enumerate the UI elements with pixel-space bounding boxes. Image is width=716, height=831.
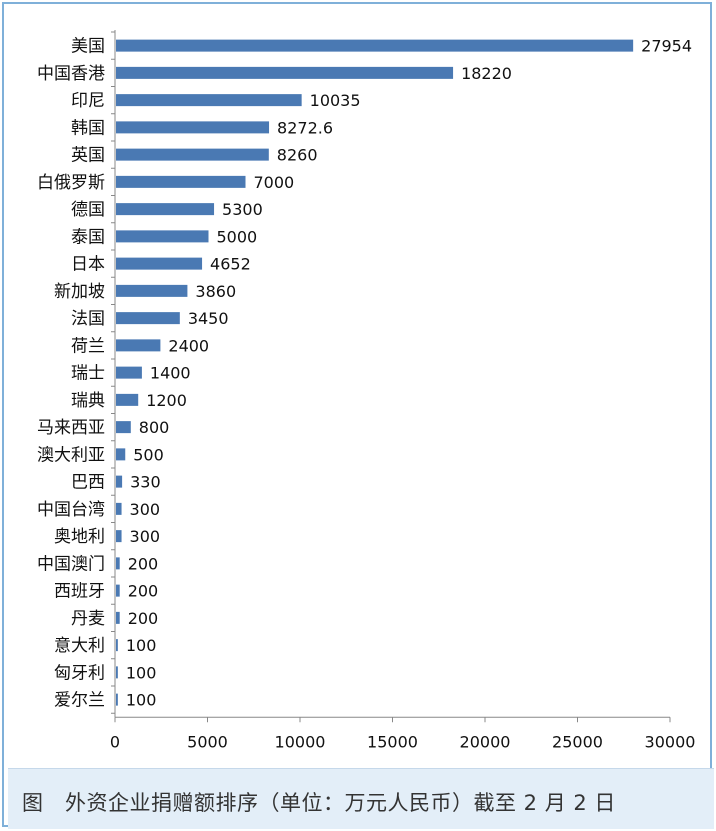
value-label: 8272.6 [277,118,333,137]
value-label: 100 [126,636,157,655]
value-labels: 27954 18220 10035 8272.6 8260 7000 5300 5000 465… [126,37,692,710]
bar [116,530,122,543]
value-label: 100 [126,663,157,682]
bar [116,230,209,243]
category-label: 马来西亚 [37,418,105,438]
value-label: 1400 [150,364,191,383]
value-label: 100 [126,691,157,710]
category-label: 爱尔兰 [54,691,105,711]
value-label: 200 [128,554,159,573]
value-label: 5000 [217,227,258,246]
category-label: 印尼 [71,91,105,111]
bar [116,693,118,706]
bar [116,339,161,352]
category-label: 匈牙利 [54,663,105,683]
bar [116,121,270,134]
category-label: 巴西 [71,473,105,493]
bar [116,448,126,461]
x-tick-label: 15000 [367,732,418,751]
category-label: 瑞典 [71,391,105,411]
category-label: 中国香港 [37,64,105,84]
caption-bar: 图 外资企业捐赠额排序（单位：万元人民币）截至 2 月 2 日 [8,768,714,829]
bar [116,666,118,679]
bar [116,175,246,188]
category-label: 美国 [71,37,105,57]
bar-chart: 美国中国香港印尼韩国英国白俄罗斯德国泰国日本新加坡法国荷兰瑞士瑞典马来西亚澳大利… [37,30,696,751]
axes [111,30,671,723]
bar [116,639,118,652]
value-label: 330 [130,473,161,492]
value-label: 300 [130,527,161,546]
value-label: 10035 [310,91,361,110]
bar [116,611,120,624]
value-label: 4652 [210,255,251,274]
category-label: 中国台湾 [37,500,105,520]
bar [116,502,122,515]
category-label: 西班牙 [54,582,105,602]
x-tick-label: 30000 [645,732,696,751]
category-label: 丹麦 [71,609,105,629]
bars [116,39,634,706]
value-label: 3450 [188,309,229,328]
value-label: 3860 [195,282,236,301]
value-label: 8260 [277,146,318,165]
bar [116,94,302,107]
value-label: 800 [139,418,170,437]
category-label: 中国澳门 [37,554,105,574]
category-labels: 美国中国香港印尼韩国英国白俄罗斯德国泰国日本新加坡法国荷兰瑞士瑞典马来西亚澳大利… [37,37,105,711]
value-label: 200 [128,609,159,628]
bar [116,475,123,488]
category-label: 法国 [71,309,105,329]
category-label: 新加坡 [54,282,105,302]
category-label: 德国 [71,200,105,220]
category-label: 白俄罗斯 [37,173,105,193]
value-label: 5300 [222,200,263,219]
x-tick-label: 0 [110,732,120,751]
x-tick-label: 20000 [460,732,511,751]
value-label: 300 [130,500,161,519]
x-tick-labels: 0 5000 10000 15000 20000 25000 30000 [110,732,696,751]
category-label: 日本 [71,255,105,275]
bar [116,312,180,325]
bar [116,366,142,379]
value-label: 500 [133,445,164,464]
category-label: 意大利 [54,636,105,656]
bar [116,284,188,297]
x-tick-label: 5000 [187,732,228,751]
category-label: 澳大利亚 [37,445,105,465]
value-label: 7000 [254,173,295,192]
value-label: 1200 [146,391,187,410]
x-tick-label: 25000 [552,732,603,751]
value-label: 27954 [641,37,692,56]
bar [116,557,120,570]
x-tick-label: 10000 [275,732,326,751]
bar [116,66,454,79]
bar [116,584,120,597]
category-label: 奥地利 [54,527,105,547]
chart-caption: 图 外资企业捐赠额排序（单位：万元人民币）截至 2 月 2 日 [22,791,616,815]
category-label: 英国 [71,146,105,166]
value-label: 200 [128,582,159,601]
bar [116,393,139,406]
bar [116,203,215,216]
bar [116,421,131,434]
bar [116,148,269,161]
category-label: 瑞士 [71,364,105,384]
category-label: 荷兰 [71,336,105,356]
value-label: 18220 [461,64,512,83]
category-label: 泰国 [71,227,105,247]
bar [116,39,634,52]
bar [116,257,203,270]
value-label: 2400 [168,336,209,355]
category-label: 韩国 [71,118,105,138]
